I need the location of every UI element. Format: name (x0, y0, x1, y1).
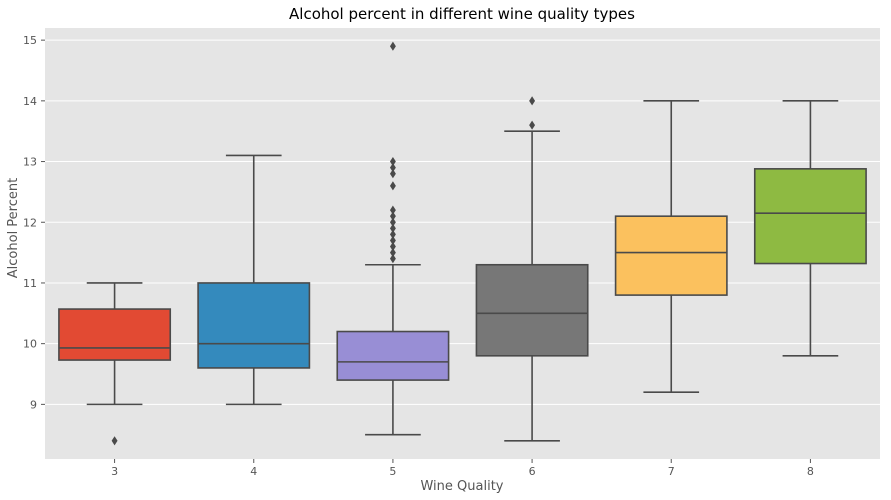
outlier-point (389, 229, 396, 239)
y-tick-label: 12 (23, 216, 37, 229)
chart-title: Alcohol percent in different wine qualit… (289, 5, 635, 23)
outlier-point (529, 120, 536, 130)
x-axis-title: Wine Quality (420, 479, 503, 494)
y-tick-label: 11 (23, 277, 37, 290)
box-quality-4 (197, 154, 311, 406)
x-tick-label: 4 (250, 465, 257, 478)
x-axis-ticks: 3 4 5 6 7 8 (111, 459, 814, 478)
outlier-point (111, 436, 118, 446)
iqr-box (197, 282, 311, 369)
outlier-point (389, 181, 396, 191)
outlier-point (389, 169, 396, 179)
outlier-point (389, 217, 396, 227)
y-tick-label: 14 (23, 95, 37, 108)
x-tick-label: 7 (668, 465, 675, 478)
outlier-point (389, 163, 396, 173)
x-tick-label: 6 (529, 465, 536, 478)
y-tick-label: 15 (23, 34, 37, 47)
outlier-point (389, 235, 396, 246)
iqr-box (58, 308, 172, 361)
outlier-point (529, 96, 536, 106)
y-tick-label: 10 (23, 338, 37, 351)
iqr-box (475, 263, 589, 357)
plot-area (45, 28, 880, 459)
box-quality-5 (336, 41, 450, 436)
outlier-point (389, 241, 396, 252)
x-tick-label: 5 (389, 465, 396, 478)
y-tick-label: 9 (30, 398, 37, 411)
y-tick-label: 13 (23, 156, 37, 169)
y-axis-title: Alcohol Percent (6, 178, 21, 278)
outlier-point (389, 211, 396, 221)
outlier-point (389, 248, 396, 258)
iqr-box (614, 215, 728, 296)
box-quality-6 (475, 96, 589, 442)
box-quality-8 (753, 100, 867, 357)
outlier-point (389, 41, 396, 51)
outlier-point (389, 156, 396, 167)
box-quality-7 (614, 100, 728, 394)
x-tick-label: 3 (111, 465, 118, 478)
iqr-box (753, 168, 867, 265)
boxes (58, 41, 867, 446)
gridlines (45, 39, 880, 405)
x-tick-label: 8 (807, 465, 814, 478)
box-quality-3 (58, 282, 172, 446)
outlier-point (389, 223, 396, 233)
outlier-point (389, 205, 396, 215)
y-axis-ticks: 9 10 11 12 13 14 15 (23, 34, 45, 411)
iqr-box (336, 330, 450, 381)
outlier-point (389, 254, 396, 264)
